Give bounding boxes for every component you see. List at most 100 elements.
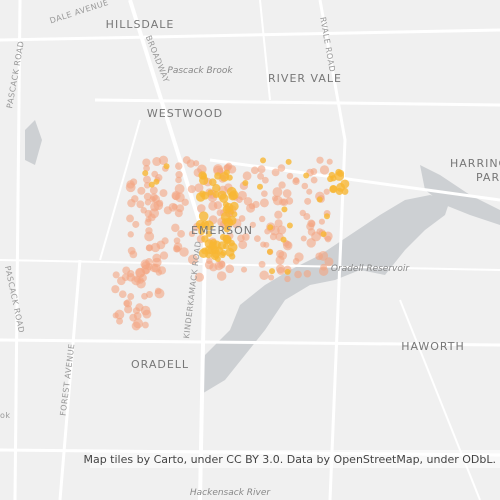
dot (257, 165, 266, 174)
dot (259, 198, 269, 208)
dot (282, 240, 293, 251)
dot (208, 178, 217, 187)
dot (143, 181, 151, 189)
dot (292, 177, 300, 186)
dot (258, 260, 266, 268)
dot (274, 219, 283, 228)
dot (323, 188, 330, 195)
place-label: HILLSDALE (106, 18, 175, 31)
dot (323, 213, 330, 220)
dot (151, 170, 159, 178)
place-label: EMERSON (191, 224, 253, 237)
place-label: ORADELL (131, 358, 189, 371)
dot (258, 215, 266, 223)
dot (150, 193, 158, 202)
dot (223, 169, 230, 176)
dot (149, 186, 158, 195)
dot (284, 275, 291, 283)
dot (205, 230, 213, 237)
dot (150, 242, 161, 253)
dot (275, 264, 285, 274)
dot (171, 203, 178, 210)
dot (198, 211, 209, 221)
dot (132, 307, 140, 315)
dot (124, 305, 133, 314)
dot (222, 243, 229, 250)
dot (241, 233, 250, 241)
dot (286, 172, 294, 180)
dot (316, 196, 323, 203)
dot (221, 218, 228, 225)
dot (303, 269, 312, 278)
dot (116, 317, 124, 325)
dot (249, 221, 256, 228)
dot (175, 162, 183, 170)
dot (142, 170, 149, 177)
dot (318, 218, 325, 225)
dot (173, 242, 183, 251)
dot (148, 181, 155, 188)
dot (274, 210, 283, 219)
place-label: PAR (476, 171, 500, 184)
dot (318, 250, 329, 261)
dot (151, 263, 161, 273)
dot (280, 236, 287, 243)
dot (231, 211, 238, 218)
dot (112, 312, 119, 319)
dot (266, 248, 273, 255)
dot (142, 321, 149, 329)
dot (145, 216, 152, 223)
dot (256, 183, 263, 190)
dot (159, 189, 168, 198)
incident-dots (111, 155, 350, 331)
dot (279, 198, 287, 206)
dot (320, 231, 327, 238)
dot (285, 197, 294, 205)
dot (267, 224, 274, 231)
dot (143, 175, 151, 184)
dot (261, 176, 269, 184)
dot (208, 201, 218, 211)
dot (175, 192, 185, 203)
dot (204, 260, 214, 270)
dot (196, 204, 206, 213)
dot (187, 185, 196, 194)
dot (220, 249, 227, 256)
dot (214, 172, 222, 180)
dot (194, 272, 204, 282)
dot (238, 240, 248, 250)
dot (140, 305, 151, 316)
dot (179, 247, 189, 257)
dot (141, 292, 148, 300)
dot (198, 228, 206, 236)
dot (286, 222, 293, 229)
dot (175, 176, 182, 184)
dot (121, 273, 130, 281)
dot (194, 183, 204, 193)
dot (207, 189, 214, 196)
dot (144, 231, 155, 242)
dot (123, 300, 130, 307)
dot (311, 231, 321, 242)
dot (129, 250, 138, 259)
dot (216, 271, 227, 281)
dot (299, 209, 306, 217)
dot (271, 195, 279, 202)
dot (282, 189, 292, 198)
dot (324, 235, 332, 243)
dot (176, 204, 185, 213)
dot (143, 164, 150, 172)
dot (199, 175, 209, 186)
dot (277, 225, 287, 235)
dot (144, 199, 152, 206)
dot (182, 156, 191, 164)
dot (294, 270, 302, 279)
dot (238, 215, 246, 222)
attribution: Map tiles by Carto, under CC BY 3.0. Dat… (83, 453, 496, 466)
dot (218, 260, 226, 268)
dot (240, 266, 248, 273)
water-label: Hackensack River (190, 488, 272, 498)
dot (316, 156, 324, 164)
dot (223, 164, 230, 172)
